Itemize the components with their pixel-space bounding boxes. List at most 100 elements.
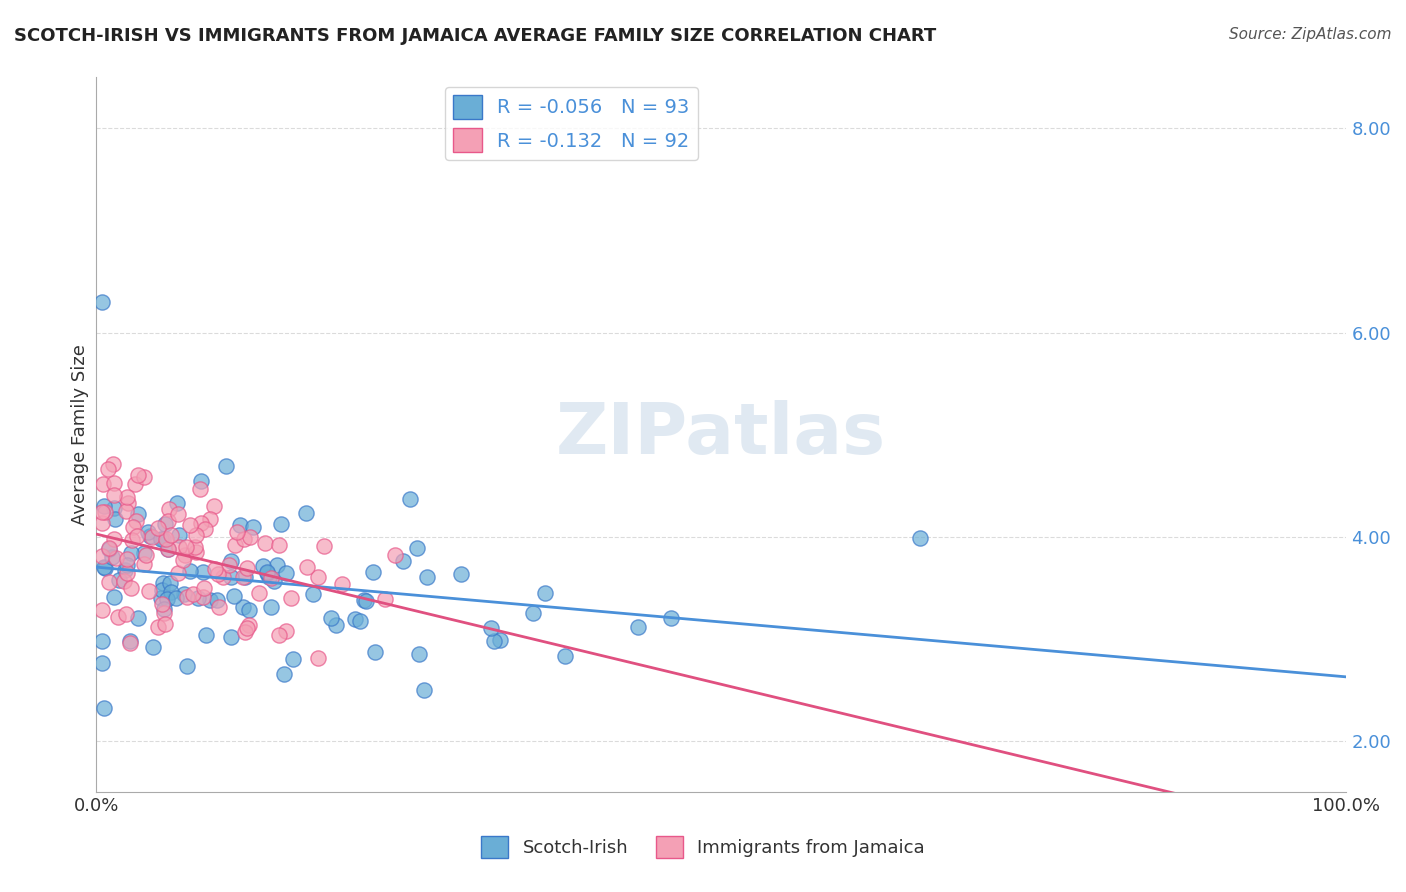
Point	[153, 517, 176, 532]
Point	[489, 632, 512, 647]
Point	[228, 517, 250, 532]
Point	[221, 570, 243, 584]
Point	[399, 492, 422, 507]
Point	[135, 548, 157, 562]
Point	[157, 501, 180, 516]
Point	[125, 529, 148, 543]
Point	[127, 508, 149, 522]
Point	[186, 591, 208, 605]
Point	[232, 600, 254, 615]
Point	[356, 594, 378, 608]
Point	[280, 591, 302, 606]
Point	[103, 512, 125, 526]
Point	[156, 514, 179, 528]
Point	[212, 570, 235, 584]
Point	[198, 512, 221, 526]
Point	[103, 488, 125, 502]
Point	[94, 561, 117, 575]
Legend: Scotch-Irish, Immigrants from Jamaica: Scotch-Irish, Immigrants from Jamaica	[474, 829, 932, 865]
Point	[238, 603, 260, 617]
Point	[254, 536, 277, 550]
Point	[127, 611, 149, 625]
Point	[167, 540, 190, 554]
Point	[103, 533, 125, 547]
Point	[205, 593, 228, 607]
Point	[115, 607, 138, 621]
Point	[132, 557, 155, 571]
Point	[176, 658, 198, 673]
Point	[91, 656, 114, 670]
Point	[232, 570, 254, 584]
Point	[103, 500, 125, 515]
Point	[416, 570, 439, 584]
Point	[233, 570, 256, 584]
Point	[166, 566, 188, 581]
Point	[97, 541, 120, 556]
Point	[295, 560, 318, 574]
Point	[157, 541, 180, 556]
Y-axis label: Average Family Size: Average Family Size	[72, 344, 89, 525]
Point	[103, 475, 125, 490]
Point	[522, 606, 544, 620]
Point	[141, 530, 163, 544]
Point	[117, 566, 139, 580]
Point	[353, 593, 375, 607]
Point	[125, 514, 148, 528]
Point	[93, 499, 115, 513]
Point	[156, 591, 179, 606]
Point	[344, 612, 367, 626]
Point	[307, 570, 329, 584]
Point	[132, 470, 155, 484]
Point	[194, 628, 217, 642]
Point	[384, 548, 406, 562]
Point	[392, 554, 415, 568]
Point	[238, 618, 260, 632]
Text: ZIPatlas: ZIPatlas	[557, 401, 886, 469]
Point	[219, 630, 242, 644]
Point	[302, 587, 325, 601]
Point	[218, 558, 240, 572]
Point	[121, 533, 143, 547]
Point	[247, 586, 270, 600]
Point	[235, 624, 257, 639]
Point	[235, 561, 257, 575]
Point	[107, 610, 129, 624]
Point	[374, 592, 396, 607]
Point	[450, 567, 472, 582]
Point	[276, 624, 298, 639]
Point	[91, 294, 114, 309]
Point	[202, 499, 225, 513]
Point	[153, 602, 176, 616]
Point	[200, 593, 222, 607]
Point	[193, 581, 215, 595]
Point	[257, 570, 280, 584]
Point	[190, 516, 212, 531]
Point	[91, 477, 114, 491]
Point	[174, 540, 197, 554]
Point	[167, 528, 190, 542]
Point	[181, 587, 204, 601]
Point	[259, 599, 281, 614]
Point	[188, 482, 211, 496]
Point	[93, 560, 115, 574]
Point	[166, 496, 188, 510]
Point	[118, 636, 141, 650]
Point	[295, 506, 318, 520]
Point	[267, 628, 290, 642]
Point	[97, 541, 120, 555]
Point	[176, 590, 198, 604]
Point	[260, 571, 283, 585]
Point	[150, 583, 173, 598]
Point	[104, 551, 127, 566]
Point	[207, 567, 229, 582]
Point	[152, 532, 174, 546]
Point	[361, 565, 384, 579]
Point	[122, 520, 145, 534]
Point	[138, 584, 160, 599]
Point	[152, 575, 174, 590]
Point	[118, 634, 141, 648]
Point	[146, 620, 169, 634]
Point	[132, 546, 155, 560]
Point	[160, 584, 183, 599]
Point	[91, 634, 114, 648]
